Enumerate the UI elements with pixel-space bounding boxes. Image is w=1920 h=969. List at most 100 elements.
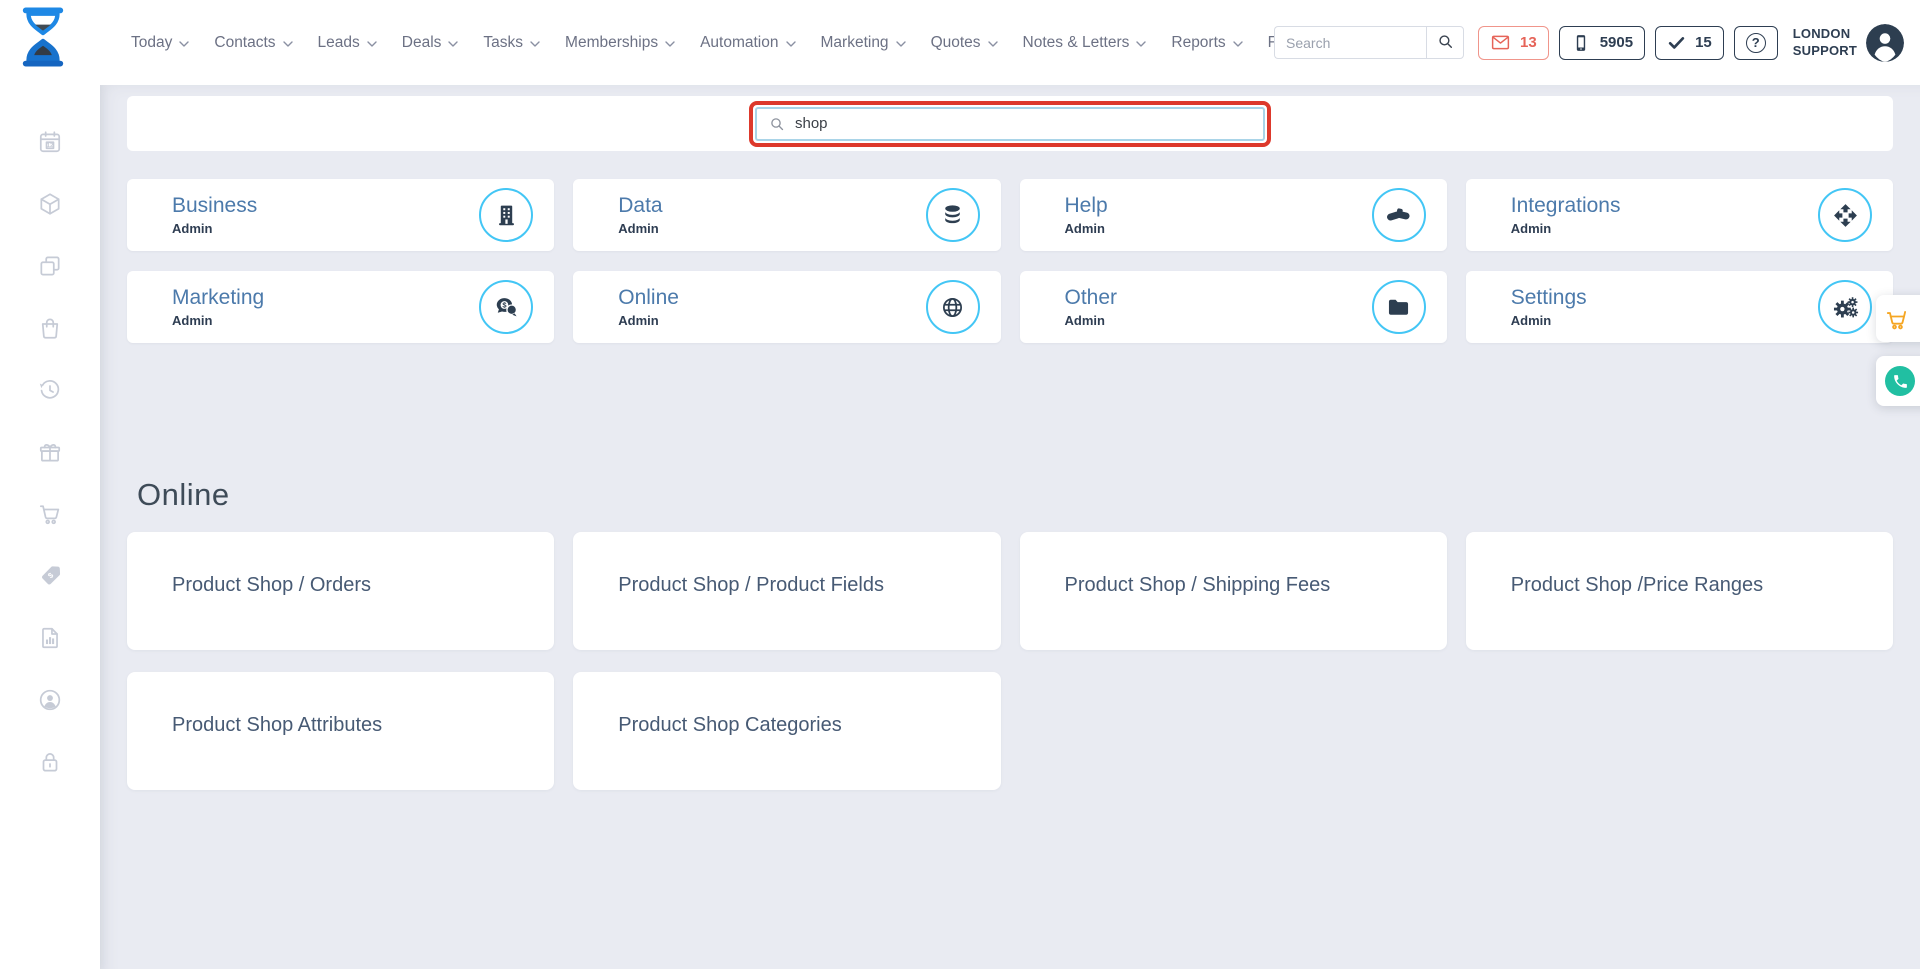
header-search-input[interactable] <box>1274 26 1426 59</box>
chevron-down-icon <box>179 41 190 47</box>
user-name-line2: SUPPORT <box>1792 42 1857 58</box>
building-icon <box>479 188 534 242</box>
app-logo-icon[interactable] <box>18 7 68 72</box>
category-card-settings[interactable]: Settings Admin <box>1465 271 1893 343</box>
mobile-icon <box>1571 33 1591 53</box>
gift-icon[interactable] <box>37 439 63 465</box>
nav-item-label: Tasks <box>483 33 524 51</box>
admin-card-product-shop-price-ranges[interactable]: Product Shop /Price Ranges <box>1465 532 1893 650</box>
chevron-down-icon <box>1136 41 1147 47</box>
search-icon <box>769 116 785 132</box>
category-title: Data <box>618 194 663 217</box>
nav-item-label: Quotes <box>930 33 981 51</box>
nav-item-marketing[interactable]: Marketing <box>821 34 906 52</box>
handshake-icon <box>1371 188 1426 242</box>
floating-cart-widget[interactable] <box>1876 295 1920 342</box>
admin-search-bar <box>127 96 1893 151</box>
chevron-down-icon <box>665 41 675 47</box>
lock-icon[interactable] <box>37 749 63 775</box>
admin-card-product-shop-attributes[interactable]: Product Shop Attributes <box>127 672 555 790</box>
move-arrows-icon <box>1818 188 1872 242</box>
top-header: Today Contacts Leads Deals Tasks Memberships A… <box>0 0 1920 85</box>
nav-item-reports[interactable]: Reports <box>1171 34 1243 52</box>
question-icon: ? <box>1745 32 1766 53</box>
results-grid: Product Shop / Orders Product Shop / Prod… <box>127 532 1893 790</box>
calendar-icon[interactable]: 12 <box>37 129 63 155</box>
admin-card-title: Product Shop / Orders <box>172 573 371 596</box>
messages-badge[interactable]: 13 <box>1478 25 1549 60</box>
globe-icon <box>925 280 980 334</box>
header-actions: 13 5905 15 ? LONDON SUPPORT <box>1274 0 1904 85</box>
nav-item-deals[interactable]: Deals <box>402 34 459 52</box>
copy-icon[interactable] <box>37 253 63 279</box>
category-card-other[interactable]: Other Admin <box>1019 271 1447 343</box>
category-subtitle: Admin <box>1510 313 1552 328</box>
chevron-down-icon <box>282 41 293 47</box>
report-icon[interactable] <box>37 625 63 651</box>
admin-card-product-shop-orders[interactable]: Product Shop / Orders <box>127 532 555 650</box>
nav-item-label: Today <box>131 33 173 51</box>
nav-item-label: Contacts <box>214 33 276 51</box>
nav-item-quotes[interactable]: Quotes <box>931 34 998 52</box>
category-card-data[interactable]: Data Admin <box>573 179 1001 251</box>
badge-count: 15 <box>1695 34 1712 51</box>
chevron-down-icon <box>367 41 377 47</box>
admin-card-title: Product Shop Attributes <box>172 713 383 736</box>
admin-card-title: Product Shop /Price Ranges <box>1510 573 1764 596</box>
category-grid: Business Admin Data Admin Help Admin Integrati… <box>127 179 1893 343</box>
cart-icon[interactable] <box>37 501 63 527</box>
chevron-down-icon <box>895 41 906 47</box>
admin-card-product-shop-product-fields[interactable]: Product Shop / Product Fields <box>573 532 1001 650</box>
admin-card-title: Product Shop / Shipping Fees <box>1064 573 1331 596</box>
main-nav: Today Contacts Leads Deals Tasks Memberships A… <box>131 0 1300 85</box>
chevron-down-icon <box>448 41 459 47</box>
admin-search-highlight <box>749 100 1271 147</box>
svg-text:$: $ <box>502 300 507 309</box>
check-icon <box>1667 33 1686 52</box>
category-title: Settings <box>1510 286 1587 309</box>
nav-item-contacts[interactable]: Contacts <box>214 33 293 52</box>
badge-count: 13 <box>1520 34 1537 51</box>
user-name-line1: LONDON <box>1792 25 1851 41</box>
nav-item-tasks[interactable]: Tasks <box>483 34 540 52</box>
cart-icon <box>1884 306 1910 332</box>
left-sidebar: 12 $ <box>0 85 100 969</box>
account-icon[interactable] <box>37 687 63 713</box>
admin-card-title: Product Shop / Product Fields <box>618 573 884 596</box>
header-search-button[interactable] <box>1426 26 1464 59</box>
shopping-bag-icon[interactable] <box>37 315 63 341</box>
svg-text:$: $ <box>46 570 56 580</box>
calls-badge[interactable]: 5905 <box>1558 25 1646 60</box>
category-card-online[interactable]: Online Admin <box>573 271 1001 343</box>
completed-badge[interactable]: 15 <box>1655 25 1724 60</box>
category-card-business[interactable]: Business Admin <box>127 179 555 251</box>
nav-item-memberships[interactable]: Memberships <box>565 34 675 52</box>
floating-phone-widget[interactable] <box>1876 356 1920 406</box>
category-card-help[interactable]: Help Admin <box>1019 179 1447 251</box>
nav-item-label: Marketing <box>820 33 889 51</box>
admin-card-product-shop-shipping-fees[interactable]: Product Shop / Shipping Fees <box>1019 532 1447 650</box>
chevron-down-icon <box>987 41 998 47</box>
category-title: Other <box>1064 286 1118 309</box>
nav-item-leads[interactable]: Leads <box>318 34 377 52</box>
admin-card-product-shop-categories[interactable]: Product Shop Categories <box>573 672 1001 790</box>
category-subtitle: Admin <box>172 221 213 236</box>
category-card-marketing[interactable]: Marketing Admin $ <box>127 271 555 343</box>
user-menu[interactable]: LONDON SUPPORT <box>1792 23 1904 62</box>
products-cube-icon[interactable] <box>37 191 63 217</box>
category-card-integrations[interactable]: Integrations Admin <box>1465 179 1893 251</box>
category-subtitle: Admin <box>1510 221 1552 236</box>
nav-item-today[interactable]: Today <box>131 33 190 52</box>
history-icon[interactable] <box>37 377 63 403</box>
chevron-down-icon <box>785 41 796 47</box>
header-badges: 13 5905 15 <box>1478 25 1724 60</box>
nav-item-notes-letters[interactable]: Notes & Letters <box>1023 34 1147 52</box>
svg-text:12: 12 <box>47 143 53 149</box>
avatar[interactable] <box>1866 23 1904 62</box>
admin-search-input[interactable] <box>795 115 1251 132</box>
price-tag-icon[interactable]: $ <box>37 563 63 589</box>
chat-money-icon: $ <box>479 280 534 334</box>
help-button[interactable]: ? <box>1733 25 1778 60</box>
nav-item-automation[interactable]: Automation <box>700 34 796 52</box>
